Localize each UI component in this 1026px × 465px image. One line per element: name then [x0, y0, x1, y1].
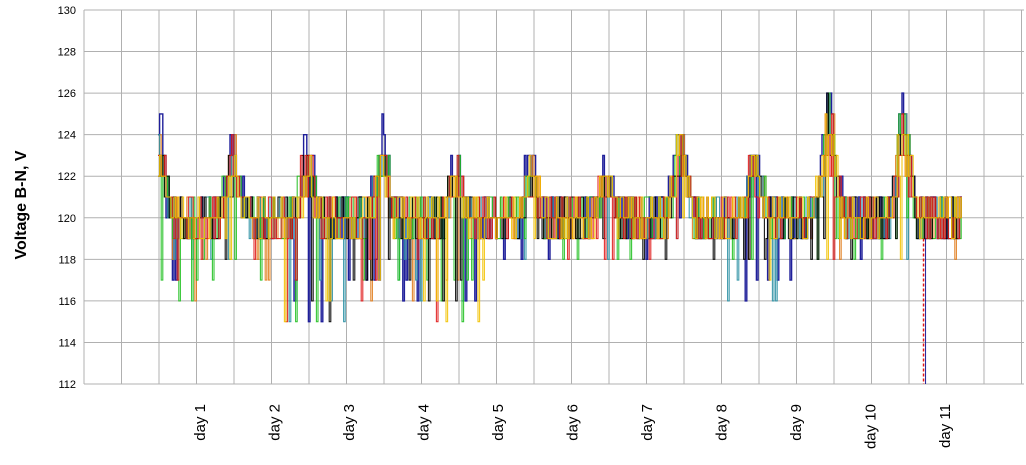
y-tick-label: 124 — [58, 130, 76, 142]
x-tick-label: day 11 — [937, 404, 954, 448]
y-tick-label: 126 — [58, 88, 76, 100]
series-line-7 — [158, 113, 962, 323]
y-tick-label: 112 — [58, 379, 76, 391]
x-tick-label: day 5 — [490, 404, 507, 441]
data-series — [158, 92, 962, 384]
series-line-6 — [158, 113, 962, 323]
y-tick-label: 116 — [58, 296, 76, 308]
x-tick-label: day 8 — [714, 404, 731, 441]
x-axis-ticks: day 1 day 2 day 3 day 4 day 5 day 6 day 7 day 8… — [192, 404, 954, 449]
y-tick-label: 120 — [58, 213, 76, 225]
y-tick-label: 122 — [58, 171, 76, 183]
y-axis-label: Voltage B-N, V — [13, 150, 30, 259]
x-tick-label: day 7 — [639, 404, 656, 441]
x-tick-label: day 9 — [788, 404, 805, 441]
y-tick-label: 130 — [58, 5, 76, 17]
y-tick-label: 118 — [58, 254, 76, 266]
y-axis-ticks: 112 114 116 118 120 122 124 126 128 130 — [58, 5, 76, 391]
y-tick-label: 114 — [58, 337, 76, 349]
x-tick-label: day 10 — [863, 404, 880, 449]
x-tick-label: day 1 — [192, 404, 209, 441]
y-tick-label: 128 — [58, 47, 76, 59]
x-tick-label: day 4 — [416, 404, 433, 441]
x-tick-label: day 2 — [267, 404, 284, 441]
x-tick-label: day 3 — [341, 404, 358, 441]
x-tick-label: day 6 — [565, 404, 582, 441]
